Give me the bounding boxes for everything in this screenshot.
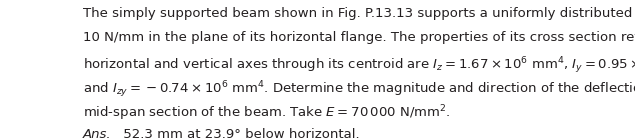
Text: mid-span section of the beam. Take $E=70\,000$ N/mm$^2$.: mid-span section of the beam. Take $E=70… xyxy=(83,104,450,123)
Text: Ans.: Ans. xyxy=(83,128,111,138)
Text: and $I_{zy}=-0.74\times10^6$ mm$^4$. Determine the magnitude and direction of th: and $I_{zy}=-0.74\times10^6$ mm$^4$. Det… xyxy=(83,79,635,100)
Text: horizontal and vertical axes through its centroid are $I_z=1.67\times10^6$ mm$^4: horizontal and vertical axes through its… xyxy=(83,55,635,76)
Text: 52.3 mm at 23.9° below horizontal.: 52.3 mm at 23.9° below horizontal. xyxy=(119,128,359,138)
Text: 10 N/mm in the plane of its horizontal flange. The properties of its cross secti: 10 N/mm in the plane of its horizontal f… xyxy=(83,31,635,44)
Text: The simply supported beam shown in Fig. P.13.13 supports a uniformly distributed: The simply supported beam shown in Fig. … xyxy=(83,7,635,20)
